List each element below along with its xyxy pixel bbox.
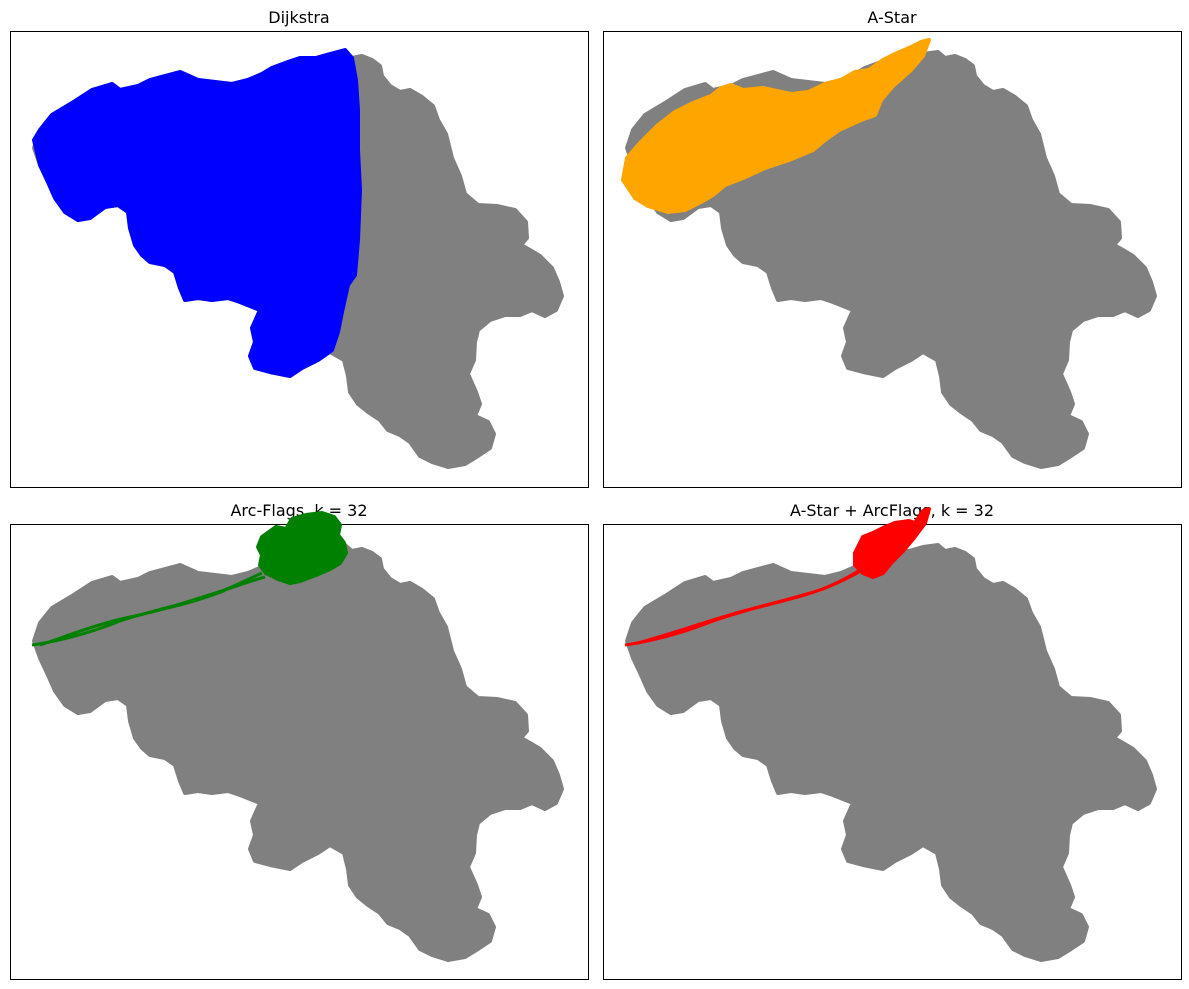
panel-astar-arcflags: A-Star + ArcFlags, k = 32: [603, 501, 1182, 980]
panel-astar: A-Star: [603, 8, 1182, 488]
panel-arcflags: Arc-Flags, k = 32: [10, 501, 589, 980]
panel-dijkstra: Dijkstra: [10, 8, 589, 488]
panel-title-dijkstra: Dijkstra: [268, 8, 329, 27]
panel-title-astar: A-Star: [867, 8, 917, 27]
panel-title-astar-arcflags: A-Star + ArcFlags, k = 32: [790, 501, 994, 520]
